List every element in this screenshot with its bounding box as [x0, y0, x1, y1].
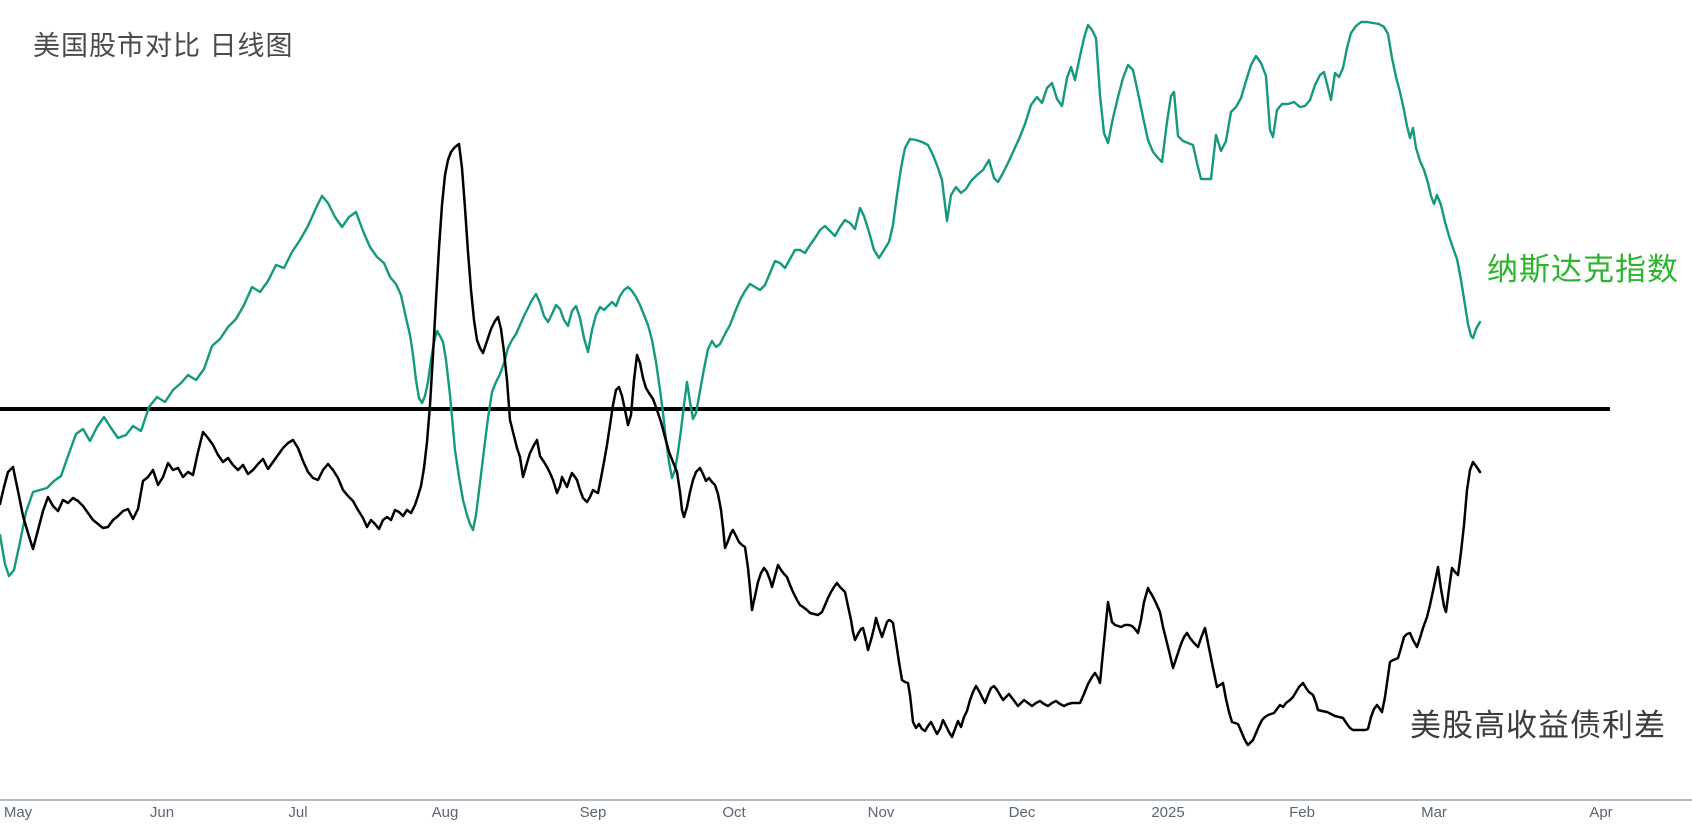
spread-series-label: 美股高收益债利差 [1410, 708, 1666, 743]
chart-title: 美国股市对比 日线图 [33, 31, 294, 61]
nasdaq-line [0, 20, 1482, 578]
nasdaq-series-label: 纳斯达克指数 [1487, 252, 1679, 287]
spread-line [0, 142, 1482, 747]
